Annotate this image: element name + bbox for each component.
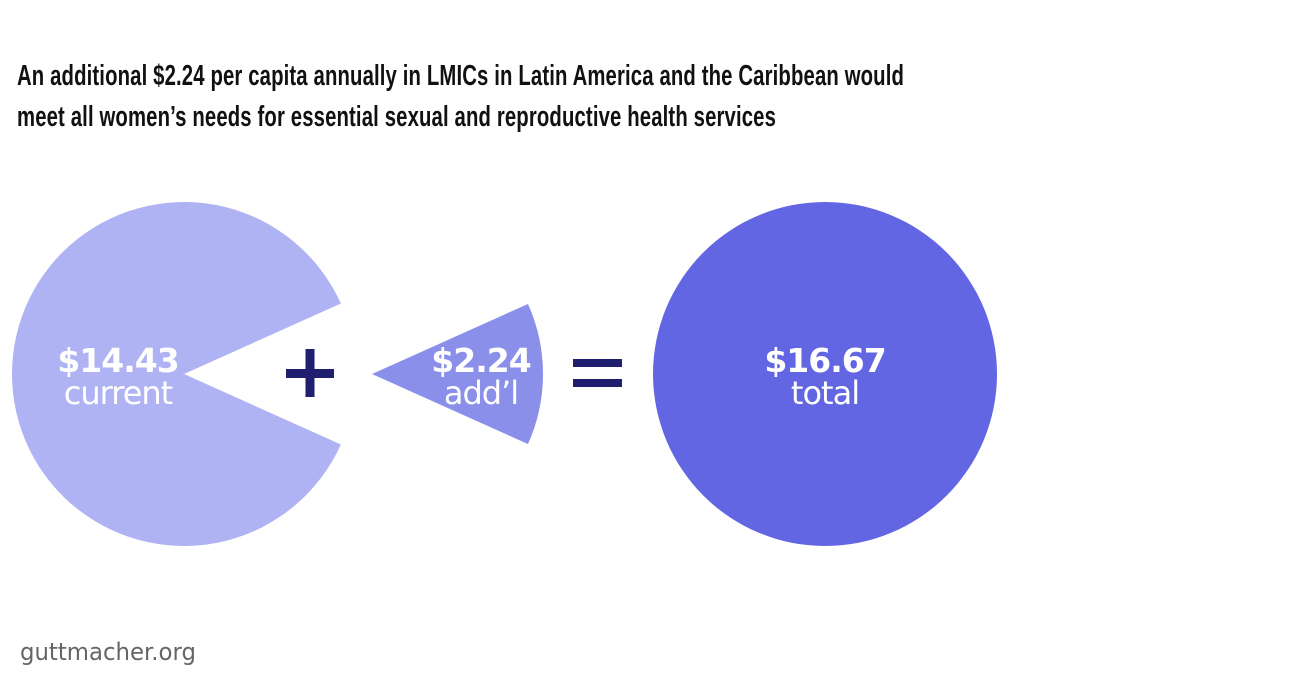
total-label: total xyxy=(791,374,859,412)
equals-operator-top xyxy=(573,359,622,367)
additional-value-label: $2.24 xyxy=(431,341,530,380)
current-value-label: $14.43 xyxy=(57,341,178,380)
slice-additional xyxy=(372,303,543,445)
title-line-1: An additional $2.24 per capita annually … xyxy=(17,60,905,92)
plus-operator-vertical xyxy=(305,349,315,397)
additional-label: add’l xyxy=(444,374,518,412)
current-label: current xyxy=(64,374,173,412)
source-footer: guttmacher.org xyxy=(20,638,196,666)
total-value-label: $16.67 xyxy=(764,341,885,380)
slice-total xyxy=(653,202,997,546)
slice-current xyxy=(12,201,341,546)
equals-operator-bottom xyxy=(573,379,622,387)
title-line-2: meet all women’s needs for essential sex… xyxy=(17,101,777,133)
chart-title: An additional $2.24 per capita annually … xyxy=(17,56,904,138)
